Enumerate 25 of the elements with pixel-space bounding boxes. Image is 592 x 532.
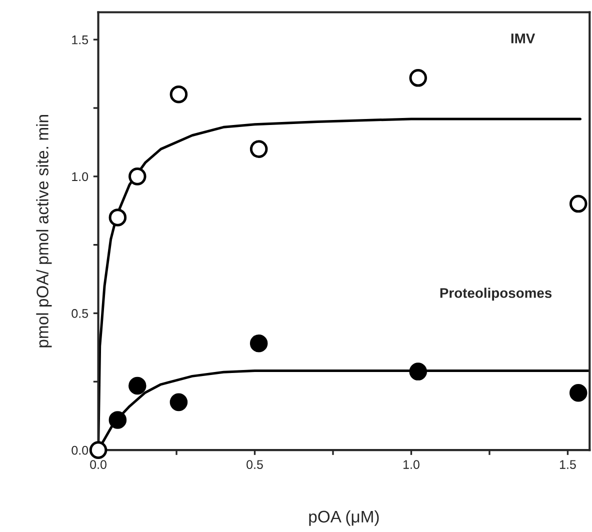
x-tick-label: 1.0: [404, 460, 420, 469]
x-tick-label: 0.0: [90, 460, 106, 469]
y-axis-title: pmol pOA/ pmol active site. min: [36, 115, 52, 348]
y-tick-label: 1.5: [72, 36, 88, 44]
y-tick-label: 0.5: [72, 309, 88, 318]
point: [108, 411, 127, 429]
annotation: IMV: [511, 34, 536, 44]
x-axis-title: pOA (μM): [309, 510, 379, 526]
y-tick-label: 0.0: [72, 446, 88, 455]
point: [170, 85, 188, 104]
point: [128, 376, 146, 395]
annotation: Proteoliposomes: [440, 288, 552, 301]
y-tick-label: 1.0: [72, 172, 88, 182]
x-tick-label: 1.5: [560, 460, 576, 469]
point: [409, 362, 428, 380]
point: [170, 393, 188, 412]
point: [89, 441, 108, 459]
point: [569, 384, 588, 402]
point: [250, 334, 268, 352]
point: [409, 69, 428, 87]
point: [569, 194, 588, 213]
point: [128, 168, 146, 186]
x-tick-label: 0.5: [246, 460, 263, 469]
point: [250, 140, 268, 158]
point: [108, 208, 127, 226]
